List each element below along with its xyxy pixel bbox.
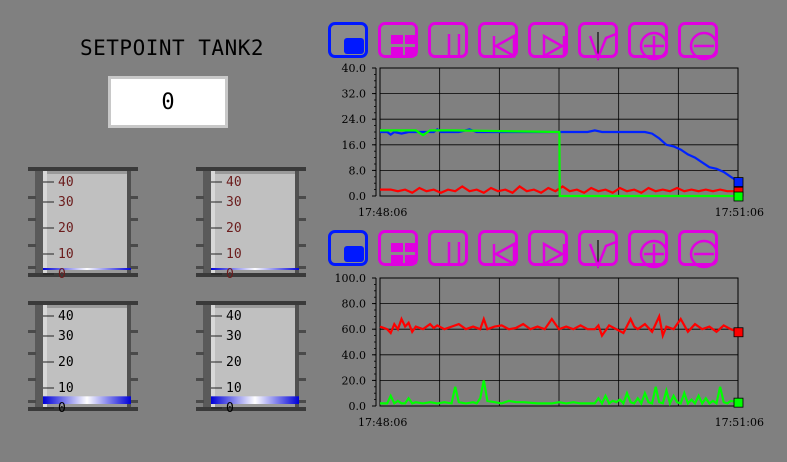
tank-level-fill xyxy=(211,396,299,404)
grid-button[interactable] xyxy=(378,230,418,266)
tank-scale-label: 10 xyxy=(58,381,74,396)
zoom-out-button[interactable] xyxy=(678,22,719,61)
skip-back-button[interactable] xyxy=(478,22,518,59)
tank-scale-label: 10 xyxy=(58,247,74,262)
cursor-icon xyxy=(588,240,617,269)
skip-back-icon xyxy=(492,241,516,267)
skip-forward-button[interactable] xyxy=(528,22,568,59)
tank-scale-label: 20 xyxy=(226,355,242,370)
y-tick-label: 20.0 xyxy=(342,374,367,387)
x-end-label: 17:51:06 xyxy=(715,206,764,219)
series-line-0 xyxy=(379,312,739,340)
skip-back-button[interactable] xyxy=(478,230,518,267)
tank-scale-label: 30 xyxy=(58,195,74,210)
grid-icon xyxy=(391,35,417,56)
x-start-label: 17:48:06 xyxy=(358,206,407,219)
tank-scale-label: 30 xyxy=(226,329,242,344)
tank-scale-label: 20 xyxy=(226,221,242,236)
zoom-in-icon xyxy=(639,239,669,269)
tank-scale-label: 20 xyxy=(58,355,74,370)
tank-2: 40 30 20 10 0 xyxy=(196,166,306,282)
zoom-out-button[interactable] xyxy=(678,230,719,269)
tank-4: 40 30 20 10 0 xyxy=(196,300,306,416)
series-end-marker-0 xyxy=(733,177,744,187)
y-tick-label: 24.0 xyxy=(342,113,367,126)
cursor-button[interactable] xyxy=(578,230,618,269)
pause-icon xyxy=(447,242,461,266)
stop-icon xyxy=(344,246,364,262)
zoom-in-button[interactable] xyxy=(628,230,669,269)
skip-forward-icon xyxy=(542,33,566,59)
tank-scale-label: 0 xyxy=(226,401,234,416)
y-tick-label: 100.0 xyxy=(335,272,367,285)
x-start-label: 17:48:06 xyxy=(358,416,407,429)
grid-icon xyxy=(391,243,417,264)
tank-level-fill xyxy=(43,396,131,404)
stop-button[interactable] xyxy=(328,230,368,266)
setpoint-input[interactable]: 0 xyxy=(108,76,228,128)
series-end-marker-1 xyxy=(733,397,744,408)
pause-icon xyxy=(447,34,461,58)
series-line-2 xyxy=(380,129,738,198)
grid-button[interactable] xyxy=(378,22,418,58)
cursor-icon xyxy=(588,32,617,61)
y-tick-label: 16.0 xyxy=(342,139,367,152)
skip-forward-button[interactable] xyxy=(528,230,568,267)
y-tick-label: 32.0 xyxy=(342,88,367,101)
zoom-out-icon xyxy=(689,31,719,61)
tank-scale-label: 20 xyxy=(58,221,74,236)
pause-button[interactable] xyxy=(428,230,468,266)
tank-scale-label: 40 xyxy=(226,309,242,324)
stop-button[interactable] xyxy=(328,22,368,58)
tank-level-fill xyxy=(43,268,131,270)
y-tick-label: 80.0 xyxy=(342,298,367,311)
y-tick-label: 8.0 xyxy=(349,164,367,177)
tank-scale-label: 30 xyxy=(226,195,242,210)
tank-scale-label: 0 xyxy=(226,267,234,282)
zoom-in-icon xyxy=(639,31,669,61)
y-tick-label: 0.0 xyxy=(349,400,367,413)
skip-back-icon xyxy=(492,33,516,59)
y-tick-label: 60.0 xyxy=(342,323,367,336)
tank-scale-label: 30 xyxy=(58,329,74,344)
y-tick-label: 0.0 xyxy=(349,190,367,203)
pause-button[interactable] xyxy=(428,22,468,58)
zoom-out-icon xyxy=(689,239,719,269)
y-tick-label: 40.0 xyxy=(342,349,367,362)
y-tick-label: 40.0 xyxy=(342,62,367,75)
tank-scale-label: 10 xyxy=(226,381,242,396)
series-end-marker-2 xyxy=(733,191,744,202)
tank-scale-label: 0 xyxy=(58,401,66,416)
zoom-in-button[interactable] xyxy=(628,22,669,61)
tank-scale-label: 10 xyxy=(226,247,242,262)
series-line-1 xyxy=(380,380,739,407)
skip-forward-icon xyxy=(542,241,566,267)
x-end-label: 17:51:06 xyxy=(715,416,764,429)
tank-level-fill xyxy=(211,268,299,270)
tank-scale-label: 0 xyxy=(58,267,66,282)
stop-icon xyxy=(344,38,364,54)
cursor-button[interactable] xyxy=(578,22,618,61)
tank-scale-label: 40 xyxy=(58,309,74,324)
series-end-marker-0 xyxy=(733,327,744,338)
tank-scale-label: 40 xyxy=(58,175,74,190)
tank-1: 40 30 20 10 0 xyxy=(28,166,138,282)
setpoint-title: SETPOINT TANK2 xyxy=(80,36,265,60)
tank-scale-label: 40 xyxy=(226,175,242,190)
tank-3: 40 30 20 10 0 xyxy=(28,300,138,416)
